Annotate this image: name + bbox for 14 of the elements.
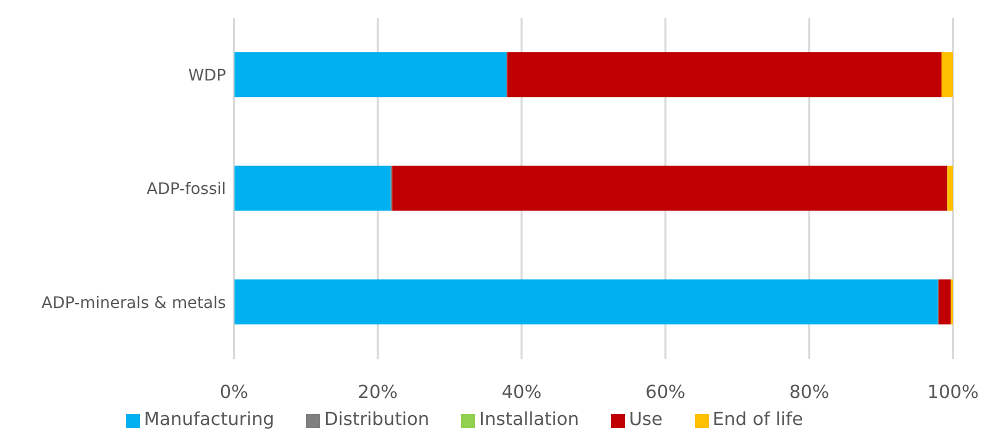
x-tick-label: 0% [220, 382, 248, 403]
legend-label: Use [629, 409, 663, 430]
y-tick-label: ADP-minerals & metals [42, 292, 226, 312]
x-tick-label: 100% [927, 382, 979, 403]
y-tick-label: ADP-fossil [146, 179, 226, 198]
x-tick-label: 80% [789, 382, 830, 403]
x-tick-label: 60% [645, 382, 686, 403]
x-tick-label: 20% [358, 382, 398, 403]
legend-label: Installation [479, 409, 579, 430]
legend-label: Manufacturing [144, 409, 274, 430]
x-tick-label: 40% [502, 382, 542, 403]
legend-label: End of life [712, 409, 804, 430]
y-tick-label: WDP [188, 66, 226, 85]
legend-label: Distribution [324, 409, 430, 430]
